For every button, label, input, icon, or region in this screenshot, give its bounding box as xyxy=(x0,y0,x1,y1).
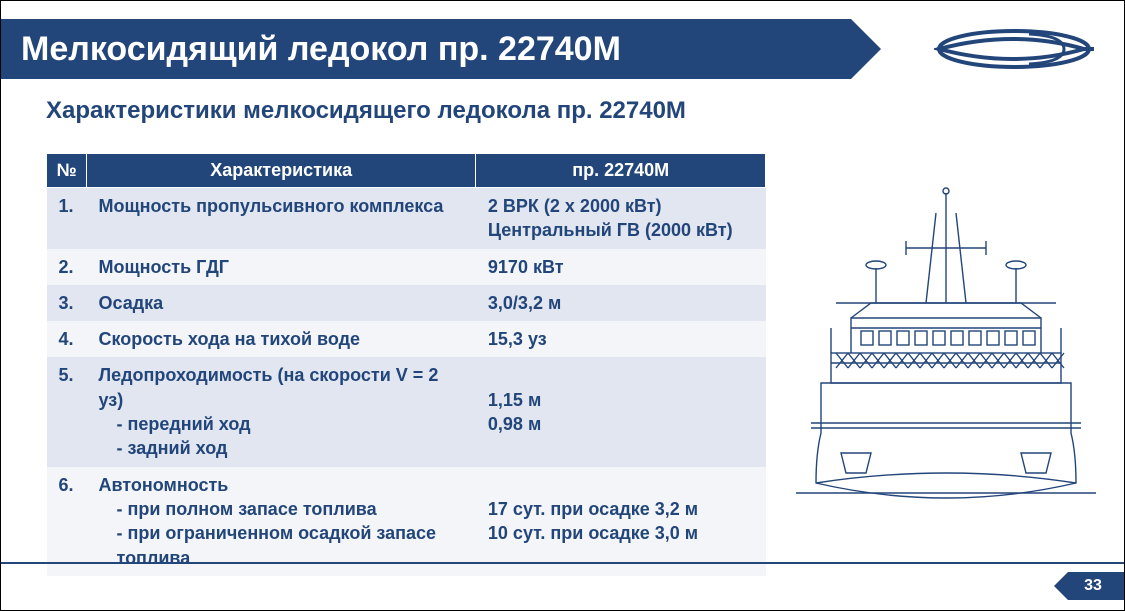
col-val-header: пр. 22740М xyxy=(476,154,766,188)
row-number: 2. xyxy=(47,249,87,285)
row-value: 2 ВРК (2 х 2000 кВт)Центральный ГВ (2000… xyxy=(476,188,766,249)
row-value: 1,15 м0,98 м xyxy=(476,357,766,466)
specifications-table: № Характеристика пр. 22740М 1.Мощность п… xyxy=(46,153,766,576)
row-value: 3,0/3,2 м xyxy=(476,285,766,321)
footer-divider xyxy=(1,562,1124,564)
ship-drawing xyxy=(786,153,1106,538)
row-characteristic: Мощность ГДГ xyxy=(86,249,475,285)
col-char-header: Характеристика xyxy=(86,154,475,188)
table-header-row: № Характеристика пр. 22740М xyxy=(47,154,766,188)
col-num-header: № xyxy=(47,154,87,188)
row-number: 4. xyxy=(47,321,87,357)
row-characteristic: Ледопроходимость (на скорости V = 2 уз)п… xyxy=(86,357,475,466)
table-row: 6.Автономностьпри полном запасе топливап… xyxy=(47,467,766,576)
row-number: 6. xyxy=(47,467,87,576)
table-row: 4.Скорость хода на тихой воде15,3 уз xyxy=(47,321,766,357)
title-bar: Мелкосидящий ледокол пр. 22740М xyxy=(1,19,1124,79)
row-value: 9170 кВт xyxy=(476,249,766,285)
row-characteristic: Скорость хода на тихой воде xyxy=(86,321,475,357)
row-characteristic: Автономностьпри полном запасе топливапри… xyxy=(86,467,475,576)
row-value: 17 сут. при осадке 3,2 м10 сут. при осад… xyxy=(476,467,766,576)
page-number-badge: 33 xyxy=(1054,572,1124,600)
page-title: Мелкосидящий ледокол пр. 22740М xyxy=(21,30,621,69)
row-number: 1. xyxy=(47,188,87,249)
company-logo-icon xyxy=(934,24,1094,74)
table-row: 5.Ледопроходимость (на скорости V = 2 уз… xyxy=(47,357,766,466)
table-row: 3.Осадка3,0/3,2 м xyxy=(47,285,766,321)
row-value: 15,3 уз xyxy=(476,321,766,357)
content-row: № Характеристика пр. 22740М 1.Мощность п… xyxy=(1,153,1124,576)
title-banner: Мелкосидящий ледокол пр. 22740М xyxy=(1,19,881,79)
table-row: 2.Мощность ГДГ9170 кВт xyxy=(47,249,766,285)
row-characteristic: Мощность пропульсивного комплекса xyxy=(86,188,475,249)
row-characteristic: Осадка xyxy=(86,285,475,321)
row-number: 3. xyxy=(47,285,87,321)
table-row: 1.Мощность пропульсивного комплекса2 ВРК… xyxy=(47,188,766,249)
subtitle: Характеристики мелкосидящего ледокола пр… xyxy=(46,97,1124,125)
row-number: 5. xyxy=(47,357,87,466)
page-number: 33 xyxy=(1084,577,1102,595)
